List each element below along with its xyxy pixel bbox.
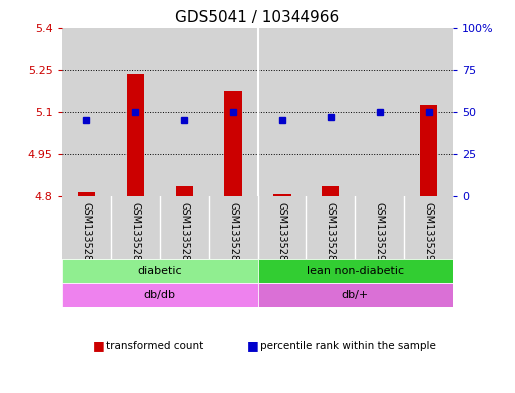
FancyBboxPatch shape <box>62 283 258 307</box>
Text: ■: ■ <box>93 339 105 353</box>
Bar <box>160 28 209 196</box>
Bar <box>78 192 95 196</box>
Text: GSM1335286: GSM1335286 <box>179 202 189 268</box>
Bar <box>306 196 355 259</box>
Bar <box>160 196 209 259</box>
Text: GSM1335289: GSM1335289 <box>326 202 336 268</box>
FancyBboxPatch shape <box>258 259 453 283</box>
Text: db/db: db/db <box>144 290 176 300</box>
Bar <box>322 186 339 196</box>
FancyBboxPatch shape <box>62 259 258 283</box>
Bar <box>62 28 111 196</box>
Bar <box>258 196 306 259</box>
Text: db/+: db/+ <box>342 290 369 300</box>
Text: diabetic: diabetic <box>138 266 182 276</box>
Text: GSM1335290: GSM1335290 <box>375 202 385 268</box>
Text: GSM1335288: GSM1335288 <box>277 202 287 268</box>
FancyBboxPatch shape <box>258 283 453 307</box>
Text: GSM1335284: GSM1335284 <box>81 202 91 268</box>
Text: percentile rank within the sample: percentile rank within the sample <box>260 341 436 351</box>
Bar <box>306 28 355 196</box>
Bar <box>225 91 242 196</box>
Text: lean non-diabetic: lean non-diabetic <box>307 266 404 276</box>
Bar <box>355 196 404 259</box>
Bar <box>273 194 290 196</box>
Bar <box>355 28 404 196</box>
Bar <box>127 74 144 196</box>
Text: GSM1335285: GSM1335285 <box>130 202 140 268</box>
Bar <box>176 186 193 196</box>
Bar <box>111 196 160 259</box>
Bar <box>404 28 453 196</box>
Text: GSM1335291: GSM1335291 <box>424 202 434 268</box>
Bar <box>404 196 453 259</box>
Bar <box>209 196 258 259</box>
Title: GDS5041 / 10344966: GDS5041 / 10344966 <box>176 10 339 25</box>
Bar <box>209 28 258 196</box>
Bar <box>258 28 306 196</box>
Text: GSM1335287: GSM1335287 <box>228 202 238 268</box>
Bar <box>62 196 111 259</box>
Text: transformed count: transformed count <box>106 341 203 351</box>
Bar <box>111 28 160 196</box>
Bar <box>420 105 437 196</box>
Text: ■: ■ <box>247 339 259 353</box>
